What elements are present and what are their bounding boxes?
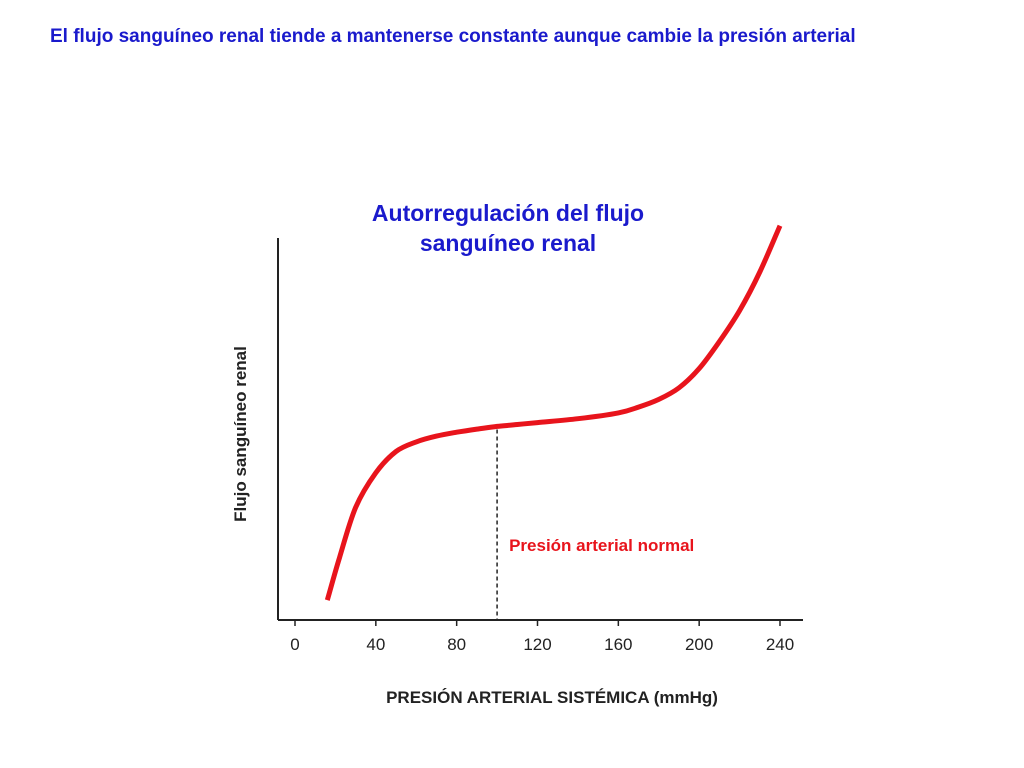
x-tick-label: 120	[523, 635, 551, 654]
x-tick-label: 0	[290, 635, 299, 654]
chart-title-line-2: sanguíneo renal	[420, 230, 596, 256]
chart-title-line-1: Autorregulación del flujo	[372, 200, 644, 226]
x-tick-label: 200	[685, 635, 713, 654]
slide-heading: El flujo sanguíneo renal tiende a manten…	[50, 26, 856, 47]
x-tick-label: 80	[447, 635, 466, 654]
blood-flow-curve	[324, 224, 783, 601]
normal-pressure-label: Presión arterial normal	[509, 536, 694, 555]
x-tick-label: 40	[366, 635, 385, 654]
x-axis-label: PRESIÓN ARTERIAL SISTÉMICA (mmHg)	[386, 688, 718, 707]
x-tick-label: 160	[604, 635, 632, 654]
x-axis-ticks: 0 40 80 120 160 200 240	[290, 620, 794, 654]
y-axis-label: Flujo sanguíneo renal	[231, 346, 250, 522]
x-tick-label: 240	[766, 635, 794, 654]
